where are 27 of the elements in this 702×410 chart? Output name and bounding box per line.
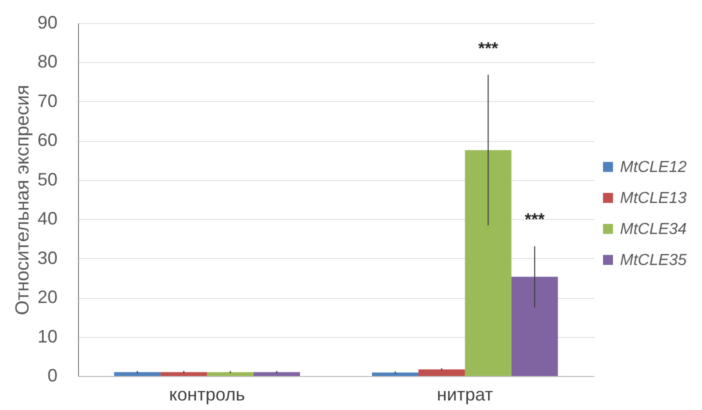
y-tick-label: 70 <box>37 90 58 111</box>
y-tick-label: 90 <box>37 12 58 32</box>
bar <box>254 372 300 376</box>
bar <box>372 372 418 376</box>
legend-label: MtCLE35 <box>620 252 687 269</box>
x-tick-label: контроль <box>169 384 245 404</box>
bar <box>207 372 254 376</box>
y-tick-label: 20 <box>37 287 58 308</box>
y-tick-label: 10 <box>37 326 58 346</box>
y-tick-label: 30 <box>37 248 58 268</box>
y-tick-label: 0 <box>47 366 58 386</box>
bar <box>418 369 465 376</box>
y-tick-label: 50 <box>37 169 58 190</box>
bar <box>114 372 161 376</box>
y-axis-title: Относительная экспресия <box>12 84 34 316</box>
annotation: *** <box>524 210 545 230</box>
x-tick-label: нитрат <box>436 384 493 404</box>
bar <box>511 276 558 376</box>
legend-label: MtCLE13 <box>620 190 687 207</box>
y-tick-label: 60 <box>37 130 58 150</box>
annotation: *** <box>478 38 498 58</box>
bar <box>464 150 512 376</box>
legend-label: MtCLE12 <box>620 158 687 176</box>
legend-label: MtCLE34 <box>620 220 687 238</box>
y-tick-label: 40 <box>37 208 58 229</box>
bar <box>160 372 208 376</box>
y-tick-label: 80 <box>37 52 58 72</box>
